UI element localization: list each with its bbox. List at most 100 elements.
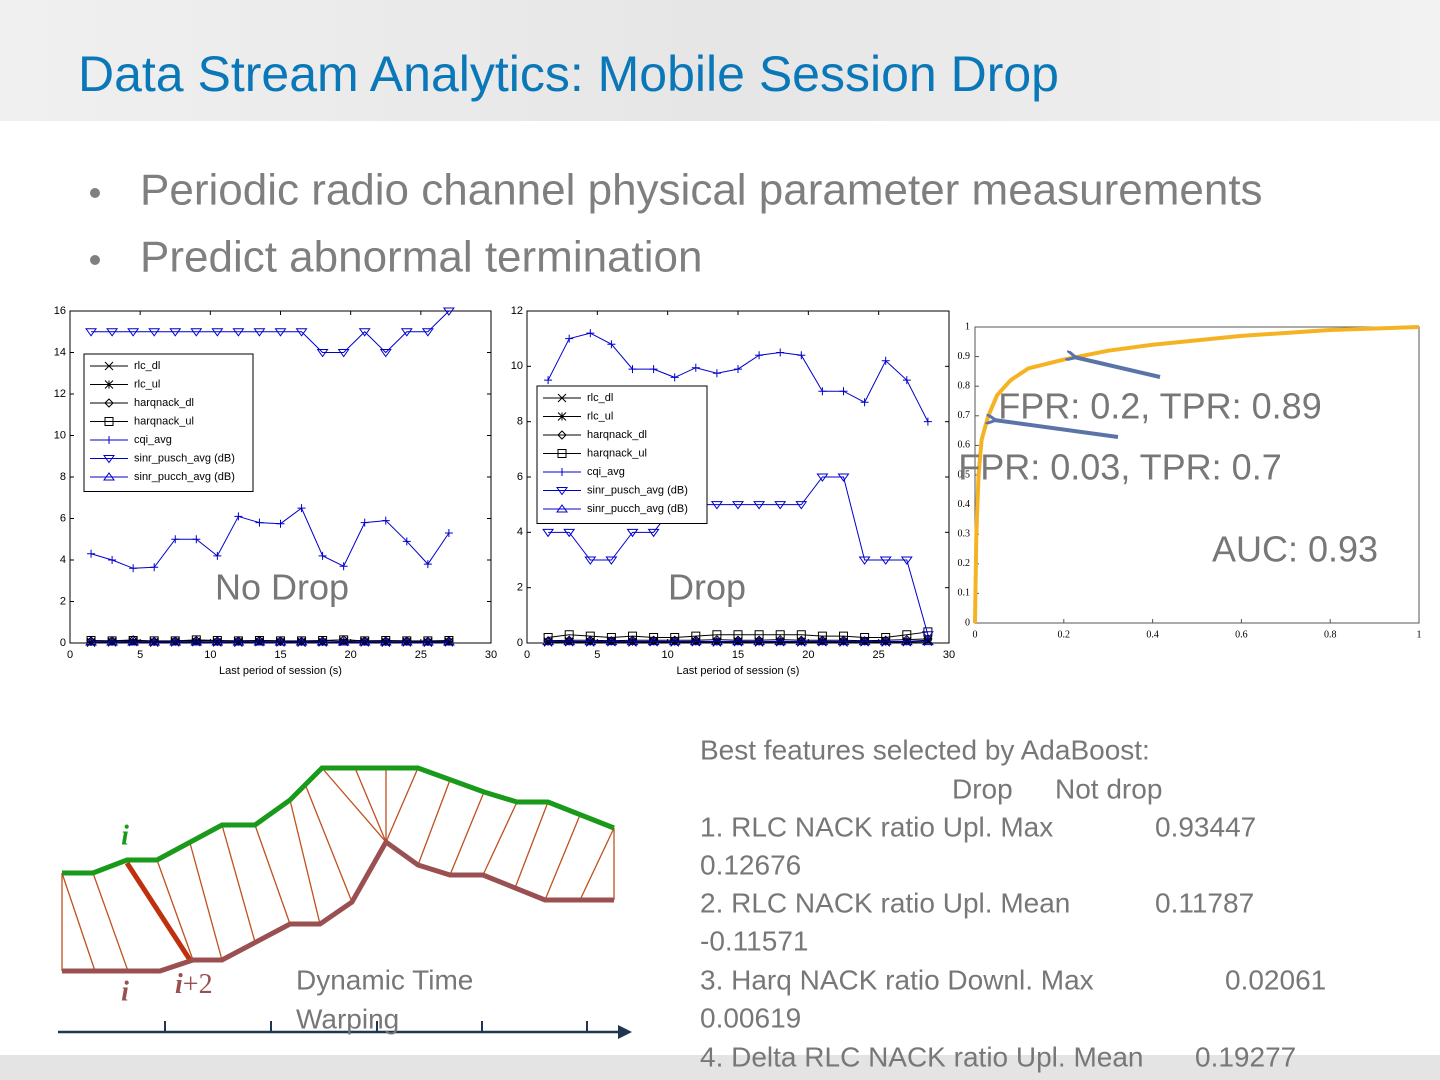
- dtw-label: i+2: [175, 969, 213, 1000]
- marker: [444, 529, 453, 538]
- roc-annotation: AUC: 0.93: [1212, 529, 1378, 570]
- marker: [358, 637, 371, 646]
- marker: [337, 349, 350, 358]
- marker: [211, 328, 224, 337]
- legend-label: harqnack_dl: [134, 397, 194, 409]
- marker: [295, 328, 308, 337]
- marker: [557, 430, 567, 440]
- marker: [232, 637, 245, 646]
- marker: [879, 556, 892, 565]
- legend: [83, 353, 254, 492]
- x-axis-label: Last period of session (s): [677, 665, 800, 677]
- marker: [881, 356, 890, 365]
- marker: [563, 528, 576, 538]
- marker: [557, 412, 567, 421]
- marker: [542, 528, 555, 538]
- marker: [732, 501, 744, 510]
- marker: [795, 636, 808, 646]
- marker: [442, 637, 455, 646]
- marker: [774, 501, 787, 510]
- marker: [544, 376, 553, 385]
- feature-name: 1. RLC NACK ratio Upl. Max: [700, 811, 1053, 842]
- y-tick-label: 12: [511, 305, 523, 317]
- plot-area: [974, 326, 1420, 624]
- x-tick-label: 10: [204, 649, 216, 661]
- marker: [816, 636, 829, 646]
- marker: [556, 504, 568, 513]
- marker: [542, 636, 555, 646]
- marker: [127, 637, 140, 646]
- x-tick-label: 0: [973, 629, 978, 640]
- plot-label: No Drop: [215, 567, 349, 608]
- marker: [316, 349, 329, 358]
- feature-drop: 0.02061: [1225, 964, 1326, 995]
- marker: [211, 637, 224, 646]
- marker: [879, 636, 892, 646]
- y-tick-label: 16: [54, 305, 66, 317]
- marker: [129, 564, 138, 573]
- marker: [753, 501, 766, 510]
- marker: [900, 636, 913, 646]
- marker: [586, 329, 595, 338]
- y-tick-label: 4: [60, 554, 66, 566]
- marker: [232, 328, 245, 337]
- y-tick-label: 0.3: [958, 528, 971, 539]
- marker: [421, 328, 434, 337]
- x-tick-label: 30: [485, 649, 497, 661]
- y-tick-label: 6: [60, 512, 66, 524]
- roc-annotation: FPR: 0.2, TPR: 0.89: [998, 386, 1321, 427]
- marker: [105, 436, 113, 444]
- marker: [628, 631, 637, 641]
- marker: [691, 363, 700, 372]
- feature-drop: 0.19277: [1195, 1041, 1296, 1072]
- marker: [921, 631, 934, 640]
- bullet: Predict abnormal termination: [140, 233, 702, 282]
- x-tick-label: 0: [524, 649, 530, 661]
- marker: [753, 636, 766, 646]
- marker: [253, 637, 266, 646]
- marker: [360, 518, 369, 527]
- x-tick-label: 20: [802, 649, 814, 661]
- marker: [104, 361, 114, 371]
- marker: [858, 636, 871, 646]
- marker: [337, 637, 350, 646]
- marker: [379, 637, 392, 646]
- legend-label: cqi_avg: [587, 466, 625, 478]
- x-tick-label: 0: [67, 649, 73, 661]
- dtw-caption: Warping: [296, 1003, 399, 1034]
- marker: [628, 365, 637, 374]
- marker: [234, 512, 243, 521]
- marker: [647, 528, 660, 538]
- footer-band: [0, 1055, 1440, 1080]
- marker: [379, 349, 392, 358]
- marker: [192, 535, 201, 544]
- marker: [860, 398, 869, 407]
- x-tick-label: 20: [345, 649, 357, 661]
- legend-label: rlc_dl: [134, 360, 160, 372]
- x-tick-label: 15: [732, 649, 744, 661]
- feature-not-drop: -0.11571: [700, 925, 808, 956]
- dtw-label: i: [121, 976, 129, 1007]
- y-tick-label: 2: [517, 582, 523, 594]
- marker: [775, 630, 785, 640]
- dtw-diagram: [58, 765, 632, 1039]
- x-tick-label: 1: [1417, 629, 1422, 640]
- marker: [565, 334, 574, 343]
- y-tick-label: 8: [517, 416, 523, 428]
- marker: [213, 551, 222, 560]
- marker: [103, 455, 115, 464]
- marker: [190, 328, 203, 337]
- x-tick-label: 5: [137, 649, 143, 661]
- marker: [902, 630, 912, 640]
- marker: [774, 636, 787, 646]
- marker: [558, 468, 566, 476]
- bullet-dot: [90, 188, 100, 198]
- y-tick-label: 0.4: [958, 499, 971, 510]
- marker: [402, 537, 411, 546]
- header-band: [0, 0, 1440, 121]
- marker: [710, 501, 723, 510]
- y-tick-label: 0: [965, 617, 970, 628]
- marker: [605, 636, 618, 646]
- legend-label: harqnack_ul: [587, 447, 647, 459]
